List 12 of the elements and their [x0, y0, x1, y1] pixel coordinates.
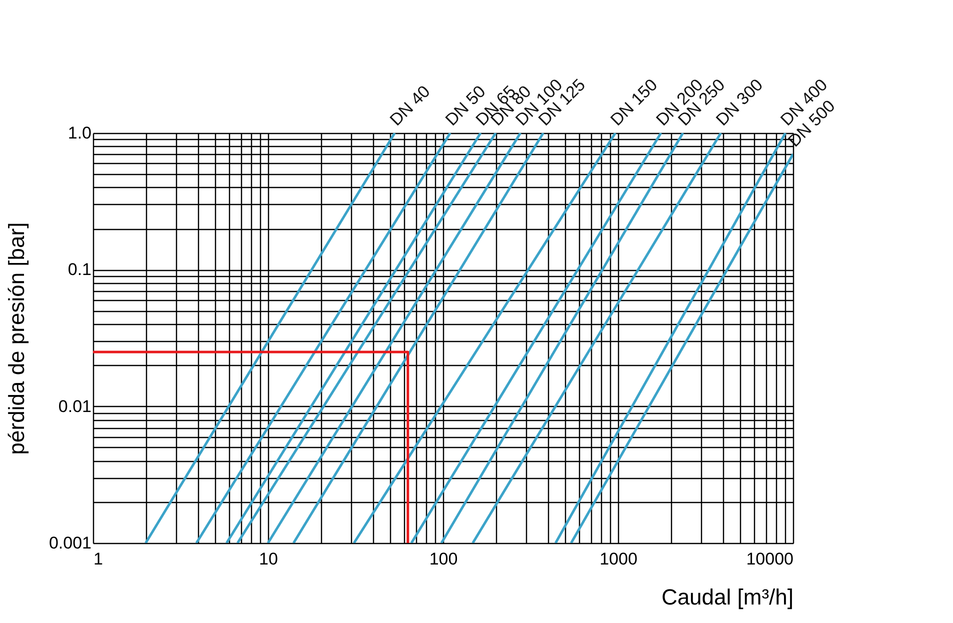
text: DN 40 — [386, 82, 434, 130]
y-tick-label: 1.0 — [68, 124, 92, 142]
x-tick-label: 10 — [259, 550, 278, 568]
x-tick-label: 1 — [94, 550, 103, 568]
x-tick-label: 100 — [429, 550, 458, 568]
y-tick-label: 0.01 — [58, 396, 92, 416]
x-tick-label: 1000 — [600, 550, 638, 568]
y-tick-label: 0.001 — [48, 534, 92, 552]
y-tick-label: 0.1 — [68, 260, 92, 280]
x-tick-label: 10000 — [746, 550, 794, 568]
x-axis-title: Caudal [m³/h] — [661, 584, 794, 610]
y-axis-title: pérdida de presión [bar] — [4, 222, 29, 455]
